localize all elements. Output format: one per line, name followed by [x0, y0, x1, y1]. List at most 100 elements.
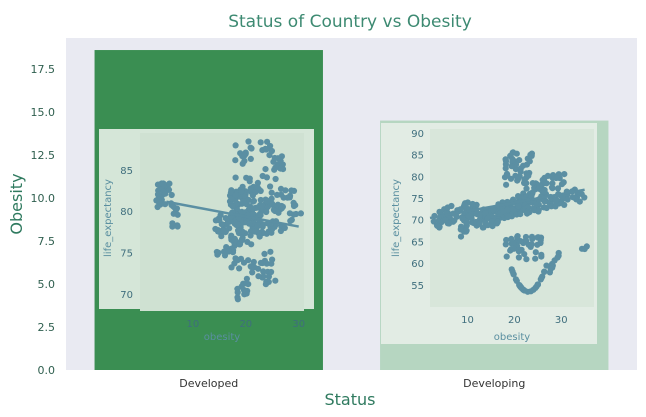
scatter-point — [248, 145, 255, 152]
inset-y-tick-label: 70 — [120, 290, 133, 301]
inset-developing-x-label: obesity — [494, 332, 531, 343]
scatter-point — [528, 241, 535, 248]
scatter-point — [528, 152, 535, 159]
scatter-point — [221, 252, 229, 259]
scatter-point — [538, 275, 545, 282]
scatter-point — [536, 182, 543, 189]
scatter-point — [494, 218, 501, 226]
scatter-point — [251, 264, 258, 271]
scatter-point — [514, 177, 521, 184]
scatter-point — [476, 220, 483, 227]
scatter-point — [509, 157, 516, 164]
scatter-point — [446, 220, 453, 227]
scatter-point — [581, 245, 588, 253]
scatter-point — [530, 286, 537, 293]
scatter-point — [259, 172, 266, 180]
scatter-point — [262, 281, 269, 288]
scatter-point — [243, 174, 250, 181]
scatter-point — [518, 246, 525, 253]
scatter-point — [168, 191, 175, 199]
scatter-point — [239, 183, 246, 190]
scatter-point — [272, 164, 279, 171]
scatter-point — [234, 257, 241, 264]
scatter-point — [154, 181, 162, 188]
scatter-point — [268, 229, 275, 236]
scatter-point — [515, 203, 522, 210]
inset-developed-y-ticks: 70 75 80 85 — [120, 166, 133, 301]
scatter-point — [272, 277, 279, 284]
scatter-point — [525, 172, 532, 179]
scatter-point — [286, 210, 293, 217]
inset-x-tick-label: 20 — [239, 319, 252, 330]
scatter-point — [246, 220, 253, 227]
scatter-point — [254, 222, 261, 229]
inset-developed: 70 75 80 85 10 20 30 obesity life_expectancy — [99, 129, 314, 343]
scatter-point — [169, 220, 176, 227]
scatter-point — [267, 248, 274, 255]
x-tick-label: Developing — [463, 377, 525, 390]
scatter-point — [561, 201, 568, 208]
scatter-point — [154, 203, 161, 211]
scatter-point — [510, 240, 517, 247]
scatter-point — [224, 219, 232, 226]
y-tick-label: 0.0 — [38, 364, 56, 377]
scatter-point — [249, 192, 256, 199]
scatter-point — [532, 255, 539, 262]
y-axis-ticks: 0.0 2.5 5.0 7.5 10.0 12.5 15.0 17.5 — [31, 63, 56, 377]
scatter-point — [244, 238, 251, 245]
scatter-point — [263, 208, 270, 216]
scatter-point — [280, 194, 287, 201]
scatter-point — [254, 184, 261, 191]
scatter-point — [523, 256, 530, 263]
scatter-point — [288, 187, 295, 194]
scatter-point — [457, 233, 465, 240]
scatter-point — [274, 191, 281, 198]
scatter-point — [249, 198, 257, 205]
scatter-point — [260, 273, 267, 280]
scatter-point — [250, 258, 257, 266]
scatter-point — [165, 186, 173, 193]
scatter-point — [241, 152, 248, 159]
scatter-point — [529, 180, 536, 187]
y-tick-label: 15.0 — [31, 106, 56, 119]
scatter-point — [170, 210, 177, 217]
scatter-point — [270, 158, 277, 165]
scatter-point — [232, 174, 239, 181]
scatter-point — [281, 224, 288, 232]
scatter-point — [512, 172, 519, 179]
scatter-point — [521, 179, 528, 187]
scatter-point — [260, 268, 267, 275]
scatter-point — [272, 175, 279, 183]
y-axis-title: Obesity — [7, 173, 26, 234]
inset-developing: 55 60 65 70 75 80 85 90 10 20 30 obesity life_exp… — [381, 123, 597, 344]
inset-y-tick-label: 70 — [411, 216, 424, 227]
scatter-point — [463, 219, 470, 226]
scatter-point — [523, 185, 530, 192]
inset-y-tick-label: 80 — [120, 207, 133, 218]
scatter-point — [234, 221, 241, 228]
scatter-point — [535, 206, 542, 213]
scatter-point — [522, 237, 529, 244]
scatter-point — [526, 158, 533, 165]
inset-y-tick-label: 75 — [411, 194, 424, 205]
scatter-point — [434, 223, 441, 230]
scatter-point — [236, 265, 243, 272]
scatter-point — [504, 206, 511, 213]
inset-developed-x-label: obesity — [204, 332, 241, 343]
inset-x-tick-label: 20 — [508, 315, 521, 326]
scatter-point — [541, 174, 548, 181]
x-tick-label: Developed — [179, 377, 238, 390]
chart-title: Status of Country vs Obesity — [228, 12, 472, 32]
scatter-point — [268, 260, 275, 267]
scatter-point — [234, 289, 241, 296]
scatter-point — [227, 189, 234, 196]
inset-y-tick-label: 65 — [411, 237, 424, 248]
inset-developing-points — [430, 149, 590, 295]
scatter-point — [234, 294, 241, 301]
scatter-point — [249, 269, 256, 276]
scatter-point — [524, 210, 531, 217]
inset-y-tick-label: 55 — [411, 281, 424, 292]
scatter-point — [213, 248, 220, 256]
scatter-point — [170, 203, 177, 210]
